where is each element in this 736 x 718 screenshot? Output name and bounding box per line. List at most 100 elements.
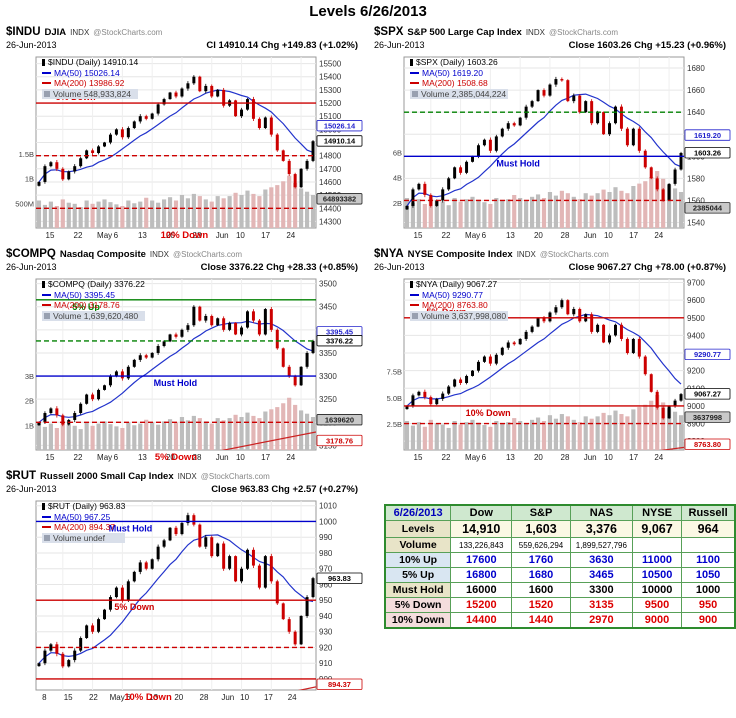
table-cell: 15200 [450,597,513,613]
volume-bar [299,410,304,450]
table-cell: 9500 [631,597,683,613]
chart-exchange: INDX [525,28,545,37]
candle-body [512,342,516,345]
candle-body [602,324,606,343]
volume-bar [440,201,445,228]
table-cell: 9,067 [631,520,683,538]
y-axis-tick-label: 9700 [687,279,705,288]
table-cell: 559,626,294 [511,537,571,553]
volume-axis-label: 7.5B [387,368,402,377]
x-axis-tick-label: 28 [193,231,202,240]
volume-bar [547,415,553,450]
volume-axis-label: 2.5B [387,420,402,429]
volume-bar [541,198,547,228]
volume-bar [144,419,149,450]
candle-body [494,354,498,364]
candle-body [103,609,106,620]
x-axis-tick-label: 20 [166,231,175,240]
chart-header: $COMPQ Nasdaq Composite INDX @StockCharts.c… [6,248,366,262]
table-date-header: 6/26/2013 [384,504,452,521]
ma50-line [406,313,682,407]
x-axis-tick-label: 17 [261,231,270,240]
candle-body [192,515,196,525]
ma50-line [38,320,314,423]
chart-legend: $RUT (Daily) 963.83 MA(50) 967.25 MA(200) … [42,501,126,543]
x-axis-tick-label: 20 [534,453,543,462]
candle-body [506,342,510,348]
chart-name: DJIA [44,27,67,38]
candle-body [85,394,89,404]
candle-body [73,650,77,661]
candle-body [216,89,220,97]
candle-body [524,331,528,339]
volume-bar [203,421,208,450]
candle-body [305,597,309,616]
volume-bar [257,196,262,228]
plot-wrap: 154015601580160016201640166016802B4B6BMu… [374,53,734,246]
volume-bar [672,188,678,228]
candle-body [275,329,279,349]
candle-body [435,398,439,405]
candle-body [108,597,112,610]
table-cell: 1520 [511,597,571,613]
volume-axis-label: 2B [25,397,34,406]
volume-bar [102,199,107,228]
x-axis-tick-label: 15 [64,693,73,702]
volume-bar [488,426,493,450]
x-axis-tick-label: 17 [261,453,270,462]
volume-bar [446,427,451,450]
candle-body [73,413,77,420]
candle-body [423,183,427,195]
volume-bar [227,418,232,450]
table-col-header: S&P [511,504,571,521]
legend-text: MA(200) 3178.76 [54,300,120,310]
x-axis-tick-label: 15 [46,453,55,462]
volume-bar [54,428,59,450]
candle-body [614,106,617,124]
volume-bar [619,190,624,228]
volume-bar [494,198,499,228]
candle-body [643,150,647,168]
volume-bar [672,411,678,450]
price-label-box [684,388,731,400]
candle-body [162,341,166,347]
chart-close-change: Close 1603.26 Chg +15.23 (+0.96%) [568,40,726,51]
candle-body [198,524,202,547]
candle-body [596,112,600,124]
chart-header: $NYA NYSE Composite Index INDX @StockCharts… [374,248,734,262]
table-cell [681,537,736,553]
charts-grid: $INDU DJIA INDX @StockCharts.com 26-Jun-2013… [0,24,736,708]
volume-bar [179,417,185,450]
candle-body [619,106,623,129]
candle-body [240,568,244,582]
volume-bar [215,418,220,450]
volume-bar [583,416,588,450]
x-axis-tick-label: 22 [442,453,451,462]
chart-subheader: 26-Jun-2013 Close 3376.22 Chg +28.33 (+0.… [6,262,366,275]
candle-body [263,556,267,588]
table-cell: 1,603 [511,520,571,538]
volume-bar [162,199,167,228]
chart-compq: $COMPQ Nasdaq Composite INDX @StockCharts.c… [0,246,368,468]
legend-row: $NYA (Daily) 9067.27 [410,279,508,290]
volume-bar [649,177,654,228]
volume-bar [54,206,59,228]
chart-symbol: $SPX [374,26,404,38]
volume-bar [96,201,101,228]
candle-body [156,104,160,114]
volume-bar [138,423,143,450]
axis-annotation: 10% Down [161,230,209,241]
volume-bar [565,193,570,228]
legend-row: $SPX (Daily) 1603.26 [410,57,508,68]
volume-bar [78,207,83,228]
candle-body [144,116,148,119]
volume-bar [506,422,511,450]
volume-bar [655,394,660,450]
volume-bar [452,421,457,450]
candle-body [67,171,71,180]
volume-bar [631,186,636,228]
volume-bar [661,178,666,228]
price-label-box [316,135,363,147]
volume-bar [530,196,535,228]
y-axis-tick-label: 910 [319,659,333,668]
